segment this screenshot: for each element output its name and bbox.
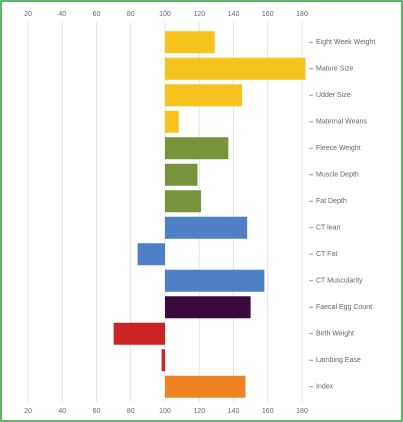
bar bbox=[165, 269, 265, 292]
x-tick-label: 160 bbox=[262, 408, 274, 415]
bar bbox=[137, 243, 165, 266]
x-tick-label: 180 bbox=[296, 408, 308, 415]
y-tick-label: Birth Weight bbox=[316, 331, 354, 338]
y-tick-label: Index bbox=[316, 384, 334, 391]
y-tick-label: CT lean bbox=[316, 225, 340, 232]
x-tick-label: 100 bbox=[159, 11, 171, 18]
bar bbox=[165, 375, 246, 398]
bar bbox=[165, 216, 248, 239]
x-tick-label: 120 bbox=[193, 408, 205, 415]
x-tick-label: 80 bbox=[127, 408, 135, 415]
x-tick-label: 120 bbox=[193, 11, 205, 18]
y-tick-label: Muscle Depth bbox=[316, 172, 359, 179]
y-tick-label: Udder Size bbox=[316, 92, 351, 99]
y-tick-label: Fleece Weight bbox=[316, 145, 361, 152]
x-tick-label: 20 bbox=[24, 408, 32, 415]
x-tick-label: 140 bbox=[228, 11, 240, 18]
y-tick-label: Lambing Ease bbox=[316, 357, 361, 364]
x-tick-label: 140 bbox=[228, 408, 240, 415]
y-tick-label: Mature Size bbox=[316, 66, 353, 73]
x-tick-label: 60 bbox=[93, 11, 101, 18]
bar bbox=[165, 31, 215, 54]
x-tick-label: 60 bbox=[93, 408, 101, 415]
y-tick-label: Eight Week Weight bbox=[316, 39, 375, 46]
x-tick-label: 80 bbox=[127, 11, 135, 18]
x-tick-label: 40 bbox=[58, 408, 66, 415]
bar bbox=[161, 349, 165, 372]
y-tick-label: CT Muscularity bbox=[316, 278, 363, 285]
y-tick-label: Faecal Egg Count bbox=[316, 304, 372, 311]
y-tick-label: CT Fat bbox=[316, 251, 337, 258]
bar bbox=[165, 163, 198, 186]
x-tick-label: 40 bbox=[58, 11, 66, 18]
bar bbox=[165, 137, 229, 160]
bar bbox=[165, 190, 201, 213]
x-tick-label: 180 bbox=[296, 11, 308, 18]
x-tick-label: 160 bbox=[262, 11, 274, 18]
bar bbox=[165, 84, 243, 107]
bar bbox=[165, 296, 251, 319]
bar bbox=[165, 110, 179, 133]
bar bbox=[113, 322, 165, 345]
bar bbox=[165, 57, 306, 80]
y-tick-label: Fat Depth bbox=[316, 198, 347, 205]
x-tick-label: 100 bbox=[159, 408, 171, 415]
y-tick-label: Maternal Weans bbox=[316, 119, 367, 126]
x-tick-label: 20 bbox=[24, 11, 32, 18]
